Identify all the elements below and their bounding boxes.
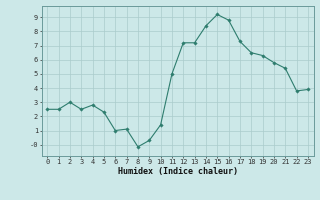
X-axis label: Humidex (Indice chaleur): Humidex (Indice chaleur) (118, 167, 237, 176)
